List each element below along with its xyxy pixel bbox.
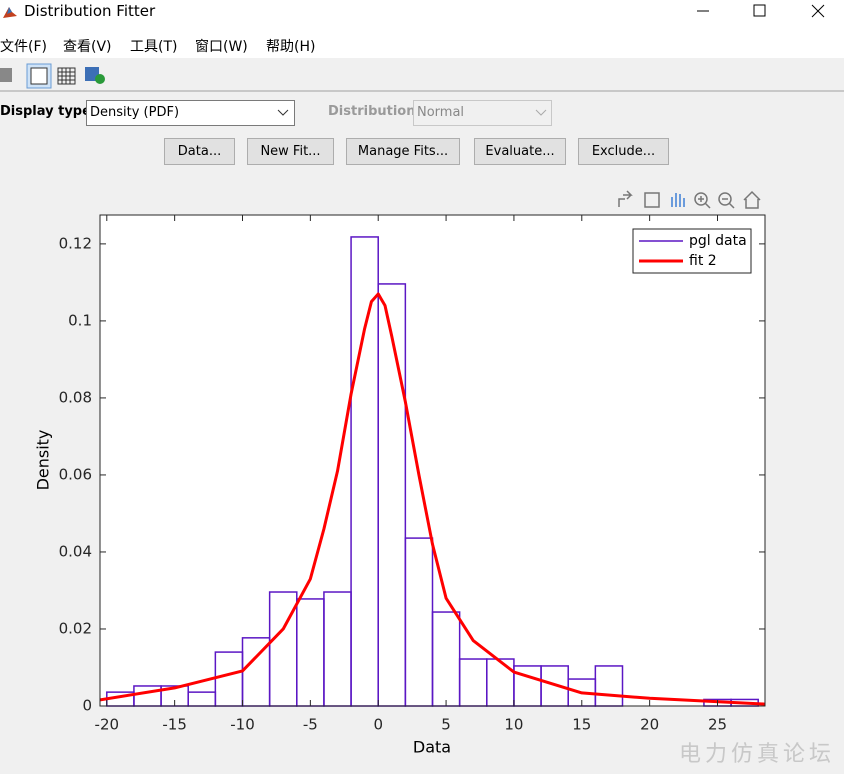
y-tick-label: 0.04: [59, 542, 92, 560]
x-tick-label: -10: [230, 716, 255, 734]
print-icon[interactable]: [0, 68, 12, 82]
button[interactable]: Manage Fits...: [346, 138, 460, 165]
button[interactable]: Evaluate...: [474, 138, 566, 165]
x-tick-label: 15: [572, 716, 591, 734]
x-tick-label: -20: [95, 716, 120, 734]
axes-box: [99, 214, 766, 707]
legend-label: fit 2: [689, 253, 717, 269]
display-type-dropdown[interactable]: Density (PDF): [86, 100, 295, 126]
window-controls[interactable]: [680, 0, 844, 24]
x-tick-label: 0: [373, 716, 383, 734]
x-tick-label: 25: [708, 716, 727, 734]
y-tick-label: 0.02: [59, 619, 92, 637]
export-icon[interactable]: [618, 190, 633, 207]
menu-item[interactable]: 帮助(H): [266, 39, 316, 55]
y-axis-label: Density: [34, 430, 53, 491]
y-tick-label: 0.08: [59, 388, 92, 406]
menu-item[interactable]: 查看(V): [63, 39, 112, 55]
button[interactable]: Exclude...: [578, 138, 669, 165]
app-icon: [3, 7, 17, 18]
button[interactable]: Data...: [164, 138, 235, 165]
x-tick-label: -5: [303, 716, 318, 734]
menu-item[interactable]: 文件(F): [0, 39, 47, 55]
toolbar: [0, 63, 844, 92]
title-bar: [0, 0, 844, 24]
menu-item[interactable]: 窗口(W): [195, 39, 248, 55]
x-tick-label: 5: [441, 716, 451, 734]
button[interactable]: New Fit...: [247, 138, 334, 165]
window-title: Distribution Fitter: [24, 2, 156, 20]
display-type-label: Display type:: [0, 104, 97, 119]
y-tick-label: 0: [82, 697, 92, 715]
x-tick-label: -15: [162, 716, 187, 734]
x-tick-label: 10: [504, 716, 523, 734]
y-tick-label: 0.12: [59, 234, 92, 252]
x-tick-label: 20: [640, 716, 659, 734]
legend-label: pgl data: [689, 233, 747, 249]
pan-icon[interactable]: [671, 193, 685, 207]
distribution-label: Distribution:: [328, 104, 421, 119]
zoom-in-icon[interactable]: [694, 192, 708, 206]
menu-item[interactable]: 工具(T): [130, 39, 178, 55]
legend-box: [632, 228, 752, 274]
brush-icon[interactable]: [644, 192, 660, 208]
dropdown-arrow: [277, 109, 289, 116]
axes-toolbar: [618, 190, 761, 209]
dropdown-arrow: [535, 109, 547, 116]
watermark: 电力仿真论坛: [679, 742, 835, 767]
x-axis-label: Data: [413, 738, 451, 757]
fit-line: [100, 292, 765, 706]
menu-bar: [0, 24, 844, 58]
y-tick-label: 0.06: [59, 465, 92, 483]
y-tick-label: 0.1: [68, 311, 92, 329]
zoom-out-icon[interactable]: [718, 192, 732, 206]
home-icon[interactable]: [743, 190, 761, 209]
distribution-dropdown: Normal: [413, 100, 552, 126]
chart: Data Density 电力仿真论坛 -20 -15 -10 -5 0 5 10 15 20 2…: [34, 214, 835, 767]
